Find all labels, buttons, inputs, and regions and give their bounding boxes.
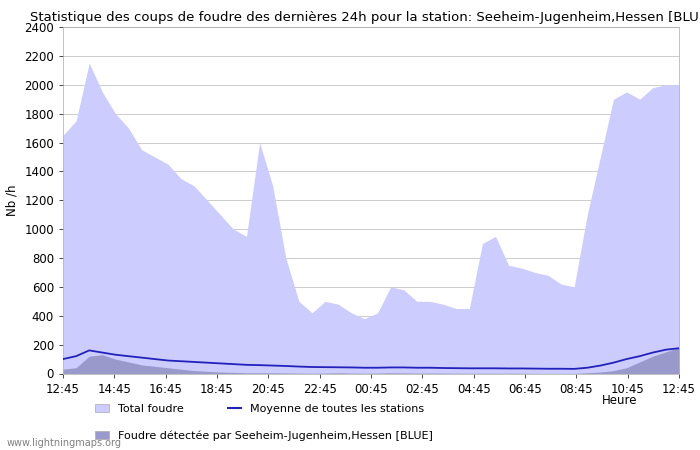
Legend: Foudre détectée par Seeheim-Jugenheim,Hessen [BLUE]: Foudre détectée par Seeheim-Jugenheim,He… [91,426,437,446]
Text: Heure: Heure [601,394,637,407]
Legend: Total foudre, Moyenne de toutes les stations: Total foudre, Moyenne de toutes les stat… [91,400,428,419]
Y-axis label: Nb /h: Nb /h [6,184,19,216]
Title: Statistique des coups de foudre des dernières 24h pour la station: Seeheim-Jugen: Statistique des coups de foudre des dern… [30,11,700,24]
Text: www.lightningmaps.org: www.lightningmaps.org [7,438,122,448]
